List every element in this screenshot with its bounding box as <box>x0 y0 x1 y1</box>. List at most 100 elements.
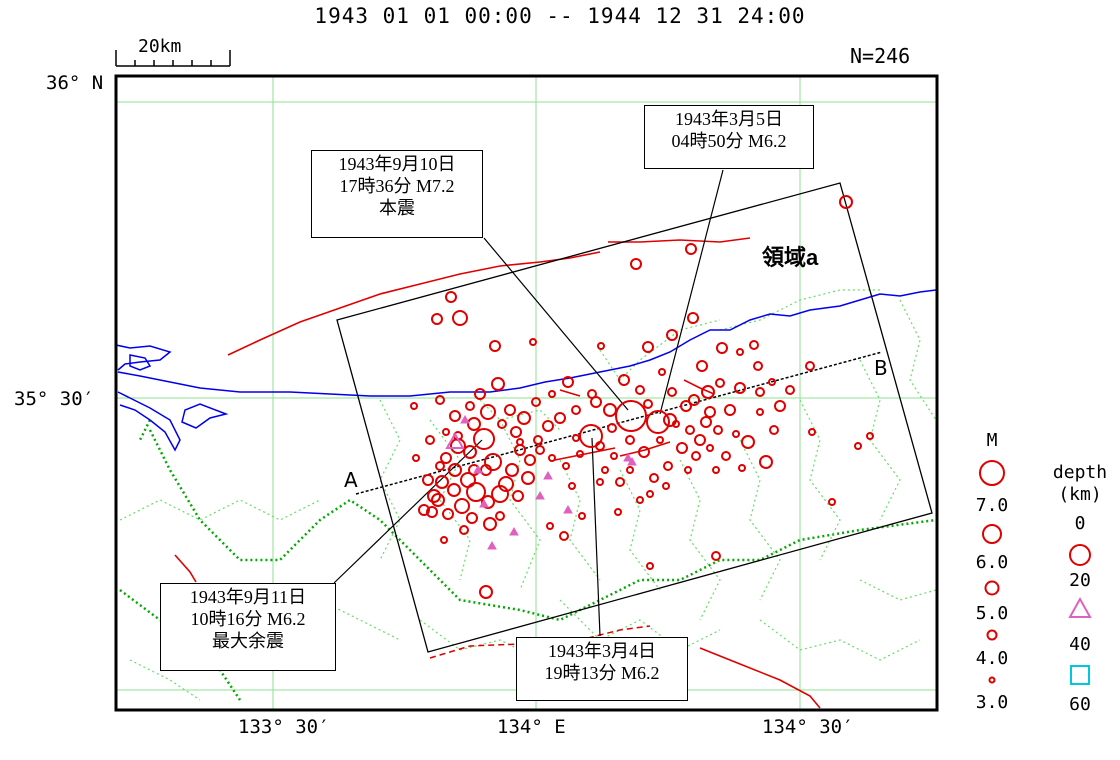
legend-m4-label: 4.0 <box>975 648 1009 669</box>
epicenter <box>759 455 773 469</box>
epicenter <box>517 411 531 425</box>
callout-mar4-date: 1943年3月4日 <box>548 641 656 661</box>
epicenter <box>646 410 670 434</box>
epicenter <box>571 405 581 415</box>
callout-mainshock-time: 17時36分 M7.2 <box>339 176 455 196</box>
epicenter <box>568 482 576 490</box>
epicenter <box>546 522 554 530</box>
epicenter <box>694 434 706 446</box>
callout-aftershock-sep11: 1943年9月11日 10時16分 M6.2 最大余震 <box>160 583 336 671</box>
epicenter <box>435 461 445 471</box>
epicenter <box>449 410 461 422</box>
legend-depth-60-label: 60 <box>1069 694 1091 715</box>
epicenter <box>684 466 692 474</box>
epicenter <box>769 425 779 435</box>
epicenter <box>452 310 468 326</box>
epicenter <box>489 340 501 352</box>
epicenter <box>576 450 584 458</box>
epicenter-markers <box>410 195 874 599</box>
callout-mar5-date: 1943年3月5日 <box>675 109 783 129</box>
epicenter <box>440 452 452 464</box>
callout-mainshock-note: 本震 <box>379 198 415 218</box>
epicenter <box>721 451 731 461</box>
legend-m6-label: 6.0 <box>975 552 1009 573</box>
epicenter <box>427 489 441 503</box>
epicenter <box>691 451 701 461</box>
epicenter <box>701 385 715 399</box>
epicenter <box>572 434 580 442</box>
epicenter <box>724 404 736 416</box>
epicenter <box>491 485 509 503</box>
epicenter <box>425 435 435 445</box>
epicenter <box>542 420 554 432</box>
legend-m3-label: 3.0 <box>975 692 1009 713</box>
callout-sep11-time: 10時16分 M6.2 <box>190 609 306 629</box>
epicenter <box>601 466 609 474</box>
epicenter <box>504 404 516 416</box>
epicenter <box>431 493 445 507</box>
epicenter <box>756 408 764 416</box>
epicenter <box>785 385 795 395</box>
section-label-b: B <box>874 356 888 380</box>
legend-depth-40-square <box>1070 665 1090 685</box>
epicenter-deep <box>543 470 553 480</box>
epicenter <box>676 442 688 454</box>
epicenter <box>839 195 853 209</box>
epicenter-deep-large <box>445 431 465 449</box>
epicenter <box>685 425 695 435</box>
epicenter <box>646 562 654 570</box>
epicenter <box>667 387 677 397</box>
epicenter <box>579 424 603 448</box>
epicenter <box>435 395 445 405</box>
scale-bar-label: 20km <box>138 36 182 57</box>
epicenter <box>713 425 723 435</box>
epicenter <box>607 423 617 433</box>
epicenter <box>465 401 475 411</box>
legend-depth-0-label: 0 <box>1074 513 1086 534</box>
study-region-a <box>336 182 933 653</box>
epicenter <box>479 585 493 599</box>
epicenter <box>578 512 586 520</box>
epicenter <box>711 551 721 561</box>
active-faults <box>174 237 821 709</box>
epicenter <box>505 463 519 477</box>
epicenter <box>454 498 470 514</box>
epicenter <box>630 258 642 270</box>
epicenter <box>643 399 653 409</box>
epicenter <box>497 419 507 429</box>
epicenter <box>510 426 522 438</box>
epicenter <box>521 471 535 485</box>
epicenter <box>524 454 536 466</box>
epicenter-deep <box>563 504 573 514</box>
epicenter <box>738 464 746 472</box>
epicenter <box>615 400 647 432</box>
epicenter <box>854 442 862 450</box>
legend-m4-circle <box>986 629 998 641</box>
epicenter <box>480 464 492 476</box>
scale-bar <box>115 50 231 67</box>
epicenter <box>656 436 664 444</box>
legend-depth-title: depth <box>1052 462 1108 483</box>
epicenter <box>603 403 617 417</box>
callout-sep11-date: 1943年9月11日 <box>189 587 307 607</box>
epicenter <box>463 445 477 459</box>
epicenter <box>559 531 569 541</box>
epicenter <box>704 406 716 418</box>
epicenter <box>755 387 765 397</box>
epicenter <box>529 338 537 346</box>
epicenter <box>466 482 486 502</box>
epicenter <box>562 462 570 470</box>
epicenter <box>666 329 678 341</box>
epicenter <box>706 444 714 452</box>
lon-label-133-30: 133° 30′ <box>238 716 330 738</box>
legend-depth-20-label: 20 <box>1069 570 1091 591</box>
epicenter <box>715 378 725 388</box>
epicenter <box>442 508 454 520</box>
callout-mar5-time: 04時50分 M6.2 <box>671 131 787 151</box>
legend-m5-label: 5.0 <box>975 603 1009 624</box>
epicenter <box>431 313 443 325</box>
callout-foreshock-mar4: 1943年3月4日 19時13分 M6.2 <box>516 637 688 701</box>
epicenter <box>435 475 449 489</box>
epicenter <box>716 342 728 354</box>
epicenter <box>512 490 524 502</box>
